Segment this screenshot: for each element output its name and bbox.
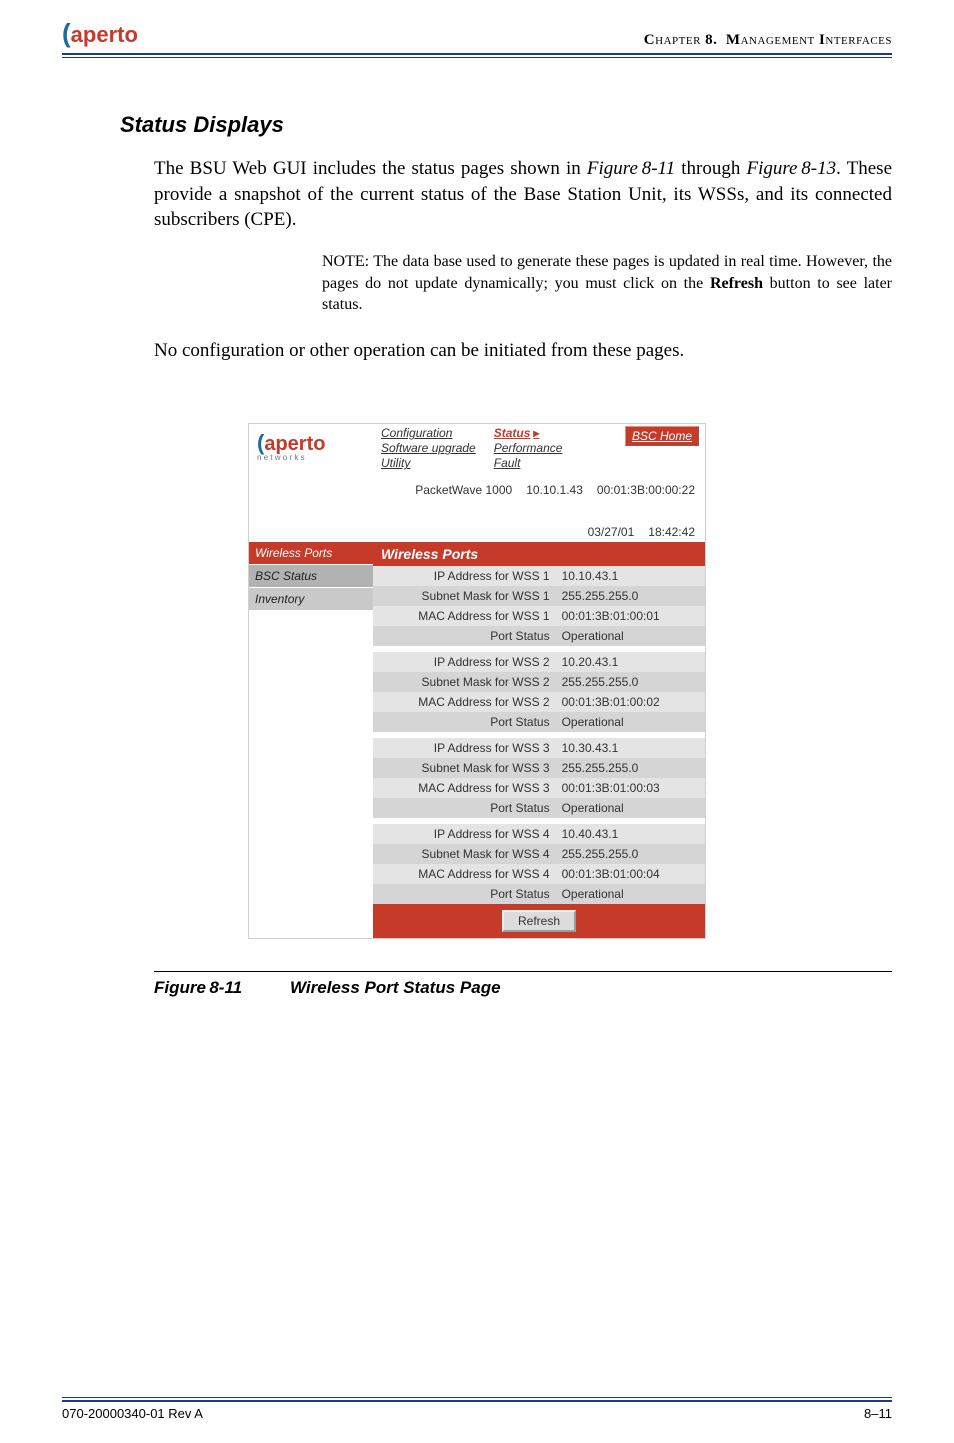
nav-software-upgrade[interactable]: Software upgrade <box>381 441 476 455</box>
sidebar-item[interactable]: Wireless Ports <box>249 542 373 565</box>
header-rule-thick <box>62 53 892 55</box>
nav-fault[interactable]: Fault <box>494 456 563 470</box>
sidebar-item[interactable]: BSC Status <box>249 565 373 588</box>
embedded-screenshot: (aperto n e t w o r k s Configuration So… <box>248 423 706 939</box>
nav-configuration[interactable]: Configuration <box>381 426 476 440</box>
ss-info-row: PacketWave 1000 10.10.1.43 00:01:3B:00:0… <box>249 473 705 542</box>
ss-topnav: Configuration Software upgrade Utility S… <box>373 424 705 473</box>
figure-caption: Figure 8-11Wireless Port Status Page <box>154 978 892 998</box>
row-value: Operational <box>556 798 705 818</box>
page-footer: 070-20000340-01 Rev A 8–11 <box>62 1397 892 1421</box>
table-row: Subnet Mask for WSS 3255.255.255.0 <box>373 758 705 778</box>
table-row: Port StatusOperational <box>373 884 705 904</box>
row-value: 10.40.43.1 <box>556 824 705 844</box>
info-device: PacketWave 1000 <box>415 483 512 497</box>
ss-logo: (aperto n e t w o r k s <box>249 424 373 473</box>
table-row: MAC Address for WSS 400:01:3B:01:00:04 <box>373 864 705 884</box>
nav-utility[interactable]: Utility <box>381 456 476 470</box>
row-value: 10.20.43.1 <box>556 652 705 672</box>
info-ip: 10.10.1.43 <box>526 483 583 497</box>
table-row: Port StatusOperational <box>373 626 705 646</box>
row-label: MAC Address for WSS 2 <box>373 692 556 712</box>
row-label: Port Status <box>373 884 556 904</box>
bsc-home-button[interactable]: BSC Home <box>625 426 699 446</box>
row-value: 255.255.255.0 <box>556 844 705 864</box>
footer-right: 8–11 <box>864 1406 892 1421</box>
table-row: IP Address for WSS 410.40.43.1 <box>373 824 705 844</box>
sidebar-item[interactable]: Inventory <box>249 588 373 611</box>
table-row: Subnet Mask for WSS 2255.255.255.0 <box>373 672 705 692</box>
row-value: 255.255.255.0 <box>556 672 705 692</box>
row-label: IP Address for WSS 1 <box>373 566 556 586</box>
header-rule-thin <box>62 57 892 58</box>
section-title: Status Displays <box>120 112 892 138</box>
row-label: MAC Address for WSS 4 <box>373 864 556 884</box>
row-label: MAC Address for WSS 3 <box>373 778 556 798</box>
table-row: Subnet Mask for WSS 1255.255.255.0 <box>373 586 705 606</box>
chapter-header: Chapter 8. Management Interfaces <box>644 32 892 49</box>
row-label: Port Status <box>373 626 556 646</box>
nav-status[interactable]: Status▸ <box>494 426 563 440</box>
table-row: Subnet Mask for WSS 4255.255.255.0 <box>373 844 705 864</box>
footer-left: 070-20000340-01 Rev A <box>62 1406 203 1421</box>
table-row: MAC Address for WSS 200:01:3B:01:00:02 <box>373 692 705 712</box>
table-row: MAC Address for WSS 100:01:3B:01:00:01 <box>373 606 705 626</box>
row-value: 00:01:3B:01:00:03 <box>556 778 705 798</box>
panel-title: Wireless Ports <box>373 542 705 566</box>
row-value: Operational <box>556 712 705 732</box>
figure-rule <box>154 971 892 972</box>
row-label: MAC Address for WSS 1 <box>373 606 556 626</box>
status-table: IP Address for WSS 110.10.43.1Subnet Mas… <box>373 566 705 904</box>
table-row: Port StatusOperational <box>373 712 705 732</box>
row-label: Subnet Mask for WSS 2 <box>373 672 556 692</box>
row-value: Operational <box>556 884 705 904</box>
table-row: IP Address for WSS 110.10.43.1 <box>373 566 705 586</box>
row-value: 00:01:3B:01:00:02 <box>556 692 705 712</box>
table-row: IP Address for WSS 210.20.43.1 <box>373 652 705 672</box>
row-value: 00:01:3B:01:00:01 <box>556 606 705 626</box>
row-label: Port Status <box>373 712 556 732</box>
row-label: IP Address for WSS 4 <box>373 824 556 844</box>
row-label: Subnet Mask for WSS 1 <box>373 586 556 606</box>
ss-sidebar: Wireless PortsBSC StatusInventory <box>249 542 373 611</box>
info-date: 03/27/01 <box>588 525 635 539</box>
row-label: Subnet Mask for WSS 4 <box>373 844 556 864</box>
row-value: 255.255.255.0 <box>556 758 705 778</box>
body-paragraph-2: No configuration or other operation can … <box>154 338 892 364</box>
table-row: Port StatusOperational <box>373 798 705 818</box>
table-row: IP Address for WSS 310.30.43.1 <box>373 738 705 758</box>
note-block: NOTE: The data base used to generate the… <box>322 251 892 316</box>
row-label: IP Address for WSS 2 <box>373 652 556 672</box>
panel-footer: Refresh <box>373 904 705 938</box>
body-paragraph-1: The BSU Web GUI includes the status page… <box>154 156 892 233</box>
row-value: 255.255.255.0 <box>556 586 705 606</box>
brand-logo: (aperto <box>62 18 138 49</box>
row-value: Operational <box>556 626 705 646</box>
refresh-button[interactable]: Refresh <box>502 910 576 932</box>
row-label: Subnet Mask for WSS 3 <box>373 758 556 778</box>
row-value: 10.30.43.1 <box>556 738 705 758</box>
row-value: 00:01:3B:01:00:04 <box>556 864 705 884</box>
nav-performance[interactable]: Performance <box>494 441 563 455</box>
info-mac: 00:01:3B:00:00:22 <box>597 483 695 497</box>
row-value: 10.10.43.1 <box>556 566 705 586</box>
row-label: Port Status <box>373 798 556 818</box>
table-row: MAC Address for WSS 300:01:3B:01:00:03 <box>373 778 705 798</box>
row-label: IP Address for WSS 3 <box>373 738 556 758</box>
info-time: 18:42:42 <box>648 525 695 539</box>
